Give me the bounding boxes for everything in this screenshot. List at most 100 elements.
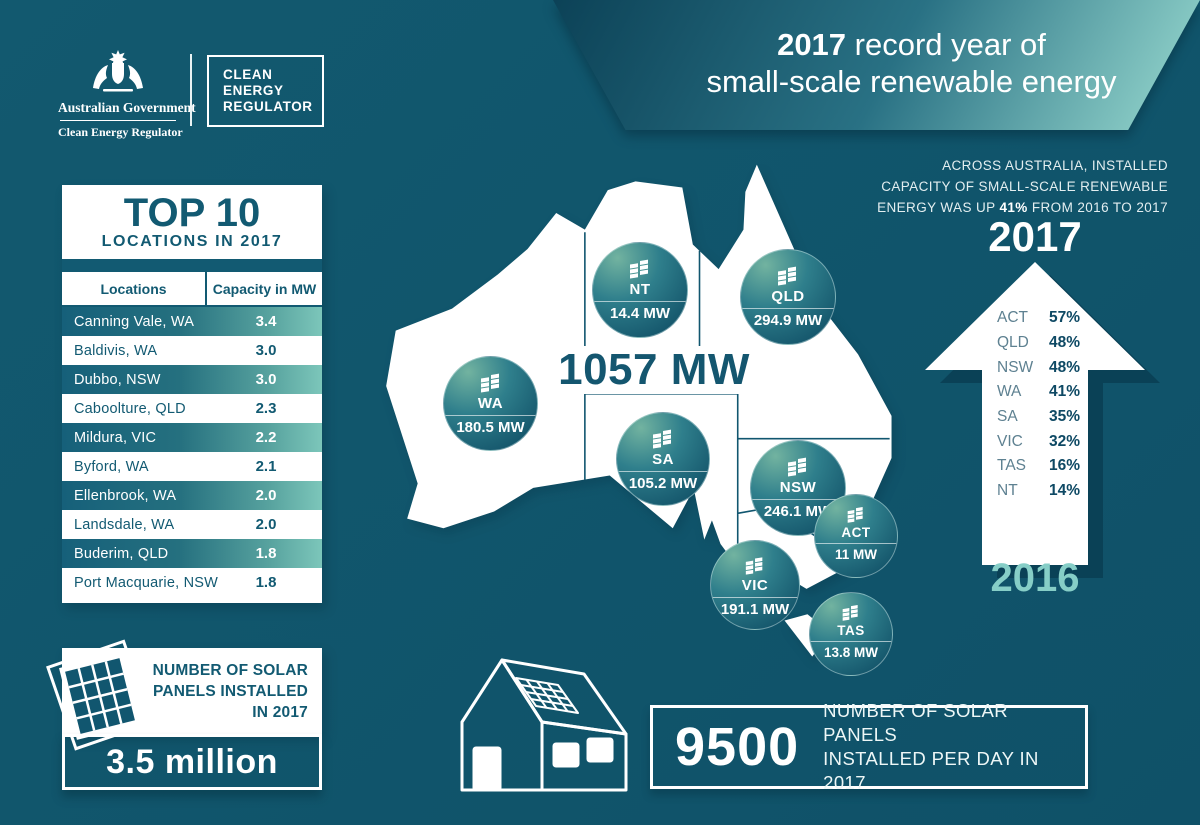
solar-panel-icon: [847, 507, 863, 523]
table-row: Caboolture, QLD 2.3: [62, 394, 322, 423]
house-window: [586, 737, 614, 763]
table-row: Byford, WA 2.1: [62, 452, 322, 481]
roof-solar-panel: [515, 677, 579, 714]
location-cell: Ellenbrook, WA: [74, 487, 177, 504]
growth-state: NT: [997, 482, 1018, 500]
growth-pct: 57%: [1049, 309, 1081, 327]
cer-logo-line: ENERGY: [223, 82, 284, 98]
state-bubble-nt: NT 14.4 MW: [592, 242, 688, 338]
location-cell: Buderim, QLD: [74, 545, 169, 562]
title-banner: 2017 record year of small-scale renewabl…: [553, 0, 1200, 130]
year-2017-label: 2017: [988, 213, 1082, 260]
growth-row: ACT 57%: [997, 306, 1107, 331]
growth-note-line3-post: FROM 2016 TO 2017: [1027, 199, 1168, 215]
table-row: Canning Vale, WA 3.4: [62, 307, 322, 336]
state-capacity: 11 MW: [815, 543, 897, 562]
banner-line1-rest: record year of: [846, 27, 1046, 62]
capacity-cell: 2.2: [255, 429, 277, 446]
state-bubble-tas: TAS 13.8 MW: [809, 592, 893, 676]
growth-state: TAS: [997, 457, 1026, 475]
growth-row: VIC 32%: [997, 429, 1107, 454]
growth-row: TAS 16%: [997, 454, 1107, 479]
growth-pct: 16%: [1049, 457, 1081, 475]
state-bubble-sa: SA 105.2 MW: [616, 412, 710, 506]
state-code: TAS: [837, 623, 865, 638]
growth-note: ACROSS AUSTRALIA, INSTALLED CAPACITY OF …: [828, 156, 1168, 219]
location-cell: Landsdale, WA: [74, 516, 175, 533]
gov-logo-line1: Australian Government: [58, 100, 196, 115]
top10-title: TOP 10: [123, 191, 261, 235]
panels-label-line: PANELS INSTALLED: [152, 682, 308, 700]
state-capacity: 294.9 MW: [741, 308, 835, 329]
capacity-cell: 1.8: [255, 545, 277, 562]
state-code: NSW: [779, 479, 817, 496]
growth-state: WA: [997, 383, 1022, 401]
solar-panel-icon: [745, 557, 763, 575]
state-capacity: 246.1 MW: [751, 499, 845, 520]
solar-panel-icon: [842, 605, 858, 621]
growth-note-line3: ENERGY WAS UP 41% FROM 2016 TO 2017: [828, 198, 1168, 219]
year-2016-label: 2016: [990, 556, 1080, 600]
growth-state: NSW: [997, 358, 1034, 376]
per-day-label: NUMBER OF SOLAR PANELS INSTALLED PER DAY…: [823, 699, 1085, 795]
australian-government-logo: Australian Government Clean Energy Regul…: [58, 50, 196, 140]
state-bubble-vic: VIC 191.1 MW: [710, 540, 800, 630]
growth-row: SA 35%: [997, 405, 1107, 430]
solar-panel-icon: [778, 266, 796, 286]
banner-year: 2017: [777, 27, 847, 62]
solar-panel-icon: [653, 429, 671, 449]
top10-subtitle: LOCATIONS IN 2017: [101, 233, 283, 250]
location-cell: Canning Vale, WA: [74, 313, 195, 330]
growth-row: NSW 48%: [997, 355, 1107, 380]
top10-divider-band: [62, 259, 322, 272]
solar-panel-icon: [788, 457, 806, 477]
growth-pct: 35%: [1049, 408, 1081, 426]
state-capacity: 191.1 MW: [711, 597, 799, 618]
state-bubble-wa: WA 180.5 MW: [443, 356, 538, 451]
per-day-stat-box: 9500 NUMBER OF SOLAR PANELS INSTALLED PE…: [650, 700, 1088, 793]
growth-row: WA 41%: [997, 380, 1107, 405]
house-window: [552, 742, 580, 768]
table-row: Buderim, QLD 1.8: [62, 539, 322, 568]
table-row: Port Macquarie, NSW 1.8: [62, 568, 322, 597]
solar-panel-icon: [480, 373, 499, 393]
panels-label-line: NUMBER OF SOLAR: [152, 662, 308, 679]
growth-state: VIC: [997, 432, 1023, 450]
table-row: Dubbo, NSW 3.0: [62, 365, 322, 394]
growth-note-pct: 41%: [999, 199, 1028, 215]
state-capacity: 13.8 MW: [810, 641, 892, 660]
banner-line2: small-scale renewable energy: [706, 64, 1117, 99]
state-code: SA: [652, 451, 674, 468]
growth-pct: 32%: [1049, 432, 1081, 450]
location-cell: Byford, WA: [74, 458, 149, 475]
location-cell: Mildura, VIC: [74, 429, 157, 446]
growth-state: QLD: [997, 334, 1029, 352]
capacity-cell: 3.0: [255, 342, 277, 359]
growth-list: ACT 57% QLD 48% NSW 48% WA 41% SA 35% VIC 32% …: [997, 306, 1107, 504]
growth-note-line3-pre: ENERGY WAS UP: [877, 199, 1000, 215]
state-capacity: 105.2 MW: [617, 471, 709, 492]
clean-energy-regulator-logo: CLEAN ENERGY REGULATOR: [207, 55, 324, 127]
column-header-locations: Locations: [100, 280, 167, 297]
growth-pct: 48%: [1049, 334, 1081, 352]
table-row: Ellenbrook, WA 2.0: [62, 481, 322, 510]
house-door: [472, 746, 502, 792]
state-code: ACT: [841, 525, 871, 540]
logo-separator: [190, 54, 192, 126]
panels-total-value: 3.5 million: [106, 742, 278, 781]
growth-pct: 41%: [1049, 383, 1081, 401]
per-day-label-line: INSTALLED PER DAY IN 2017: [823, 748, 1039, 794]
capacity-cell: 3.4: [255, 313, 277, 330]
table-row: Landsdale, WA 2.0: [62, 510, 322, 539]
coat-of-arms-icon: [93, 50, 143, 92]
growth-note-line2: CAPACITY OF SMALL-SCALE RENEWABLE: [881, 178, 1168, 194]
per-day-label-line: NUMBER OF SOLAR PANELS: [823, 699, 1008, 745]
solar-panel-icon: [46, 639, 154, 751]
title-banner-shape: 2017 record year of small-scale renewabl…: [553, 0, 1200, 130]
location-cell: Dubbo, NSW: [74, 371, 161, 388]
state-bubble-nsw: NSW 246.1 MW: [750, 440, 846, 536]
panels-label-line: IN 2017: [252, 703, 308, 721]
growth-pct: 48%: [1049, 358, 1081, 376]
gov-logo-line2: Clean Energy Regulator: [58, 125, 183, 139]
